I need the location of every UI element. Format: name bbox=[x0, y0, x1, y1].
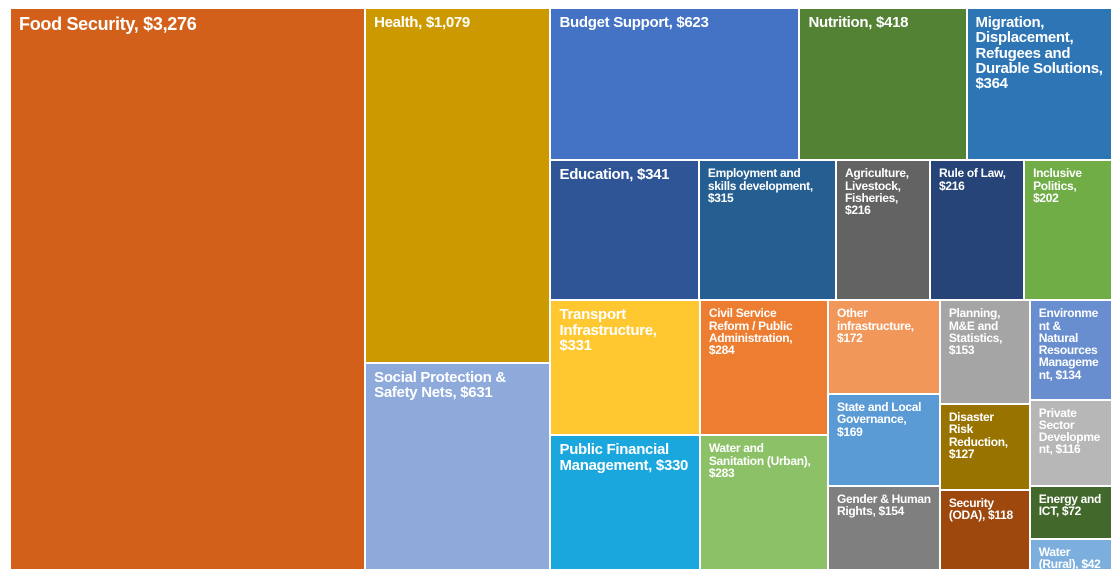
tile: Rule of Law, $216 bbox=[930, 160, 1025, 301]
tile: Transport Infrastructure, $331 bbox=[550, 300, 700, 436]
tile-label: Security (ODA), $118 bbox=[948, 496, 1013, 523]
tile: Civil Service Reform / Public Administra… bbox=[699, 300, 828, 436]
tile: Health, $1,079 bbox=[365, 8, 551, 363]
tile-label: Water and Sanitation (Urban), $283 bbox=[708, 441, 811, 480]
tile: Gender & Human Rights, $154 bbox=[827, 486, 940, 570]
tile-label: Energy and ICT, $72 bbox=[1038, 491, 1102, 518]
tile-label: Private Sector Development, $116 bbox=[1038, 405, 1101, 457]
tile-label: Health, $1,079 bbox=[374, 14, 470, 31]
tile-label: Water (Rural), $42 bbox=[1038, 544, 1101, 570]
tile-label: Civil Service Reform / Public Administra… bbox=[708, 306, 793, 358]
tile-label: Budget Support, $623 bbox=[559, 14, 709, 31]
tile-label: State and Local Governance, $169 bbox=[836, 400, 922, 439]
tile-label: Planning, M&E and Statistics, $153 bbox=[948, 306, 1003, 358]
tile: Inclusive Politics, $202 bbox=[1024, 160, 1112, 301]
tile-label: Migration, Displacement, Refugees and Du… bbox=[975, 14, 1103, 93]
tile: Disaster Risk Reduction, $127 bbox=[939, 404, 1030, 491]
tile: Environment & Natural Resources Manageme… bbox=[1029, 300, 1112, 400]
tile: Water (Rural), $42 bbox=[1029, 538, 1112, 570]
tile-label: Agriculture, Livestock, Fisheries, $216 bbox=[845, 166, 909, 218]
tile: Energy and ICT, $72 bbox=[1029, 485, 1112, 539]
tile-label: Employment and skills development, $315 bbox=[707, 166, 813, 205]
tile: Employment and skills development, $315 bbox=[698, 160, 837, 301]
tile: State and Local Governance, $169 bbox=[827, 394, 940, 487]
tile: Public Financial Management, $330 bbox=[550, 435, 700, 570]
tile-label: Transport Infrastructure, $331 bbox=[559, 306, 657, 354]
tile-label: Social Protection & Safety Nets, $631 bbox=[374, 368, 506, 401]
tile: Nutrition, $418 bbox=[799, 8, 967, 161]
tile-label: Nutrition, $418 bbox=[808, 14, 909, 31]
tile: Education, $341 bbox=[550, 160, 699, 301]
tile: Water and Sanitation (Urban), $283 bbox=[699, 435, 828, 570]
tile-label: Rule of Law, $216 bbox=[939, 166, 1006, 193]
tile-label: Public Financial Management, $330 bbox=[559, 441, 689, 474]
tile: Budget Support, $623 bbox=[550, 8, 800, 161]
tile: Private Sector Development, $116 bbox=[1029, 399, 1112, 486]
tile: Other infrastructure, $172 bbox=[827, 300, 940, 395]
tile-label: Education, $341 bbox=[559, 166, 670, 184]
tile-label: Disaster Risk Reduction, $127 bbox=[948, 410, 1008, 461]
tile: Security (ODA), $118 bbox=[939, 490, 1030, 570]
tile: Social Protection & Safety Nets, $631 bbox=[365, 362, 551, 570]
tile-label: Other infrastructure, $172 bbox=[836, 306, 914, 345]
tile: Food Security, $3,276 bbox=[10, 8, 366, 570]
tile-label: Gender & Human Rights, $154 bbox=[836, 492, 931, 519]
tile: Migration, Displacement, Refugees and Du… bbox=[966, 8, 1112, 161]
tile-label: Inclusive Politics, $202 bbox=[1033, 166, 1082, 205]
tile-label: Food Security, $3,276 bbox=[19, 14, 197, 34]
tile: Planning, M&E and Statistics, $153 bbox=[939, 300, 1030, 405]
tile-label: Environment & Natural Resources Manageme… bbox=[1038, 306, 1099, 382]
tile: Agriculture, Livestock, Fisheries, $216 bbox=[836, 160, 931, 301]
